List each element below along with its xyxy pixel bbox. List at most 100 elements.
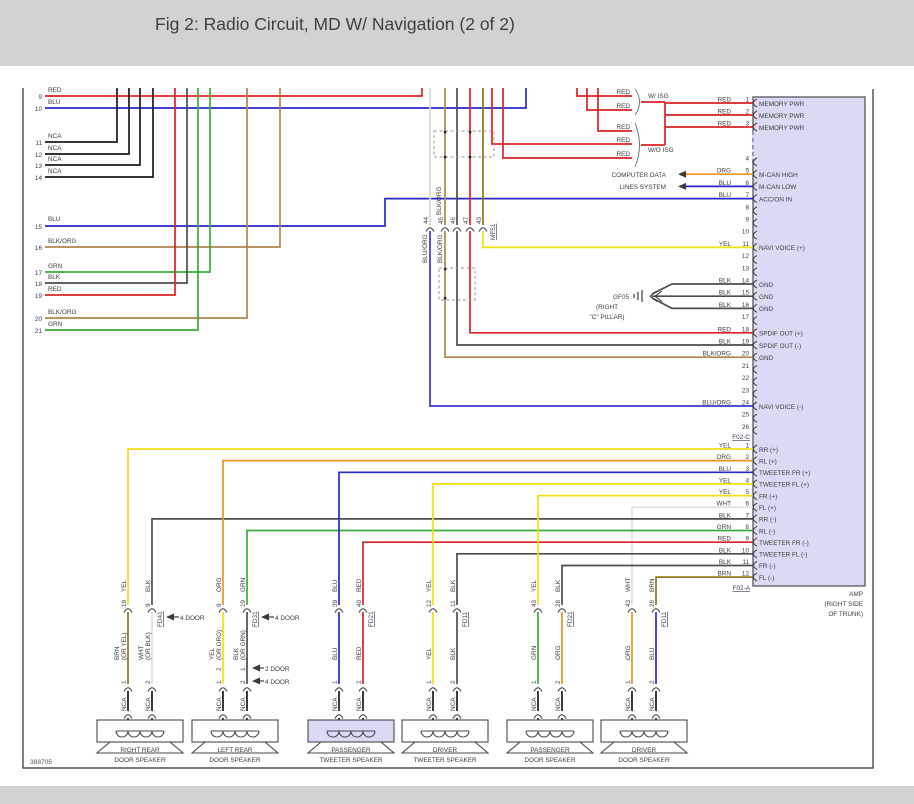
mf51-connector-id: MF51 xyxy=(490,223,497,240)
wire-gnd-blkorg xyxy=(444,231,753,359)
speaker-name: RIGHT REAR xyxy=(120,747,160,754)
amp-pin-function: RR (+) xyxy=(759,447,778,454)
left-pin-number: 17 xyxy=(35,270,43,277)
speaker-pin-number: 19 xyxy=(121,599,128,607)
speaker-mid-wire-label: (OR YEL) xyxy=(121,632,128,660)
speaker-connector-id: FD31 xyxy=(252,611,259,627)
amp-pin-number: 11 xyxy=(742,559,749,566)
wire-pin20-blkorg xyxy=(45,88,248,319)
speaker-pin-number: 40 xyxy=(356,599,363,607)
amp-pin-number: 10 xyxy=(742,229,750,236)
amp-pin-function: TWEETER FL (-) xyxy=(759,552,807,559)
speaker-pin-number: 39 xyxy=(332,599,339,607)
amp-wire-label: RED xyxy=(718,536,732,543)
speaker-top-wire-label: GRN xyxy=(240,577,247,592)
amp-pin-number: 14 xyxy=(742,278,750,285)
amp-pin-number: 12 xyxy=(742,253,750,260)
speaker-connector-id: FD21 xyxy=(368,611,375,627)
amp-pin-function: NAVI VOICE (-) xyxy=(759,404,803,411)
amp-wire-label: YEL xyxy=(719,241,732,248)
left-wire-label: BLK/ORG xyxy=(48,309,76,316)
arrow-left-icon xyxy=(252,677,260,685)
amp-wire-label: BRN xyxy=(718,571,732,578)
speaker-symbols xyxy=(95,719,689,754)
amp-pin-number: 12 xyxy=(742,571,750,578)
left-wire-label: RED xyxy=(48,87,62,94)
amp-pin-number: 24 xyxy=(742,400,750,407)
speaker-nca-label: NCA xyxy=(216,697,223,711)
amp-pin-number: 23 xyxy=(742,387,750,394)
mf51-wire-label-below-1: BLU/ORG xyxy=(422,234,429,263)
speaker-top-wire-label: BRN xyxy=(649,578,656,592)
amp-pin-function: TWEETER FR (+) xyxy=(759,470,810,477)
wire-fr-neg-blk xyxy=(561,564,753,605)
wire-isg-red-3 xyxy=(597,88,632,132)
isg-wire-label: RED xyxy=(617,151,631,158)
speaker-mid-wire-label: ORG xyxy=(625,645,632,660)
amp-pin-number: 11 xyxy=(742,241,749,248)
wire-isg-red-5 xyxy=(502,88,632,159)
wire-pin17-grn xyxy=(45,88,211,273)
amp-pin-function: FL (-) xyxy=(759,575,774,582)
amp-wire-label: BLK/ORG xyxy=(703,351,731,358)
speaker-nca-label: NCA xyxy=(121,697,128,711)
variant-note: 2 DOOR xyxy=(265,666,290,673)
speaker-coil xyxy=(525,730,575,738)
speaker-pin-number: 28 xyxy=(649,599,656,607)
amp-pin-number: 6 xyxy=(745,501,749,508)
amp-pin-number: 18 xyxy=(742,326,750,333)
amp-pin-number: 25 xyxy=(742,412,750,419)
wire-rl-neg-grn xyxy=(246,529,753,605)
header-band xyxy=(0,0,914,66)
wire-fr-pos-yel xyxy=(537,494,753,605)
speaker-name: TWEETER SPEAKER xyxy=(413,757,477,764)
speaker-nca-label: NCA xyxy=(426,697,433,711)
amp-pin-function: FR (-) xyxy=(759,563,776,570)
left-wire-label: GRN xyxy=(48,321,63,328)
speaker-top-wire-label: ORG xyxy=(216,577,223,592)
left-pin-number: 11 xyxy=(35,140,42,147)
amp-pin-number: 1 xyxy=(745,97,749,104)
amp-caption-2: (RIGHT SIDE xyxy=(824,601,863,608)
isg-wire-cluster xyxy=(491,88,753,168)
inline-connector-box-upper xyxy=(433,130,495,158)
left-pin-number: 21 xyxy=(35,328,43,335)
amp-pin-number: 3 xyxy=(745,121,749,128)
amp-pin-number: 7 xyxy=(745,192,749,199)
wire-spdif-neg-blk xyxy=(456,231,753,346)
isg-wire-label: RED xyxy=(617,89,631,96)
speaker-nca-label: NCA xyxy=(332,697,339,711)
arrow-left-icon xyxy=(252,664,260,672)
speaker-nca-label: NCA xyxy=(450,697,457,711)
wire-twfr-pos-blu xyxy=(338,471,753,605)
amp-wire-label: BLK xyxy=(719,302,732,309)
amp-pin-arcs-main xyxy=(752,157,758,435)
amp-pin-number: 20 xyxy=(742,351,750,358)
speaker-nca-label: NCA xyxy=(356,697,363,711)
speaker-name: DOOR SPEAKER xyxy=(618,757,670,764)
wire-navi-voice-pos-yel xyxy=(482,231,753,249)
left-pin-number: 13 xyxy=(35,163,43,170)
speaker-name: DRIVER xyxy=(433,747,458,754)
mf51-pin-number: 46 xyxy=(450,216,457,224)
variant-pin-number: 2 xyxy=(216,667,223,671)
amp-pin-number: 2 xyxy=(745,109,749,116)
wire-pin19-red xyxy=(45,88,176,296)
left-wire-label: BLU xyxy=(48,216,61,223)
speaker-mid-wire-label: (OR ORG) xyxy=(216,630,223,660)
amp-wire-label: BLK xyxy=(719,547,732,554)
amp-wire-label: ORG xyxy=(716,168,731,175)
amp-wire-label: WHT xyxy=(716,501,731,508)
speaker-nca-label: NCA xyxy=(555,697,562,711)
variant-pin-number: 1 xyxy=(216,680,223,684)
speaker-pin-number: 2 xyxy=(450,680,457,684)
speaker-pin-arcs xyxy=(123,608,661,719)
mf51-pin-arcs xyxy=(425,227,488,232)
amp-wire-label: GRN xyxy=(717,524,732,531)
gf05-location-1: (RIGHT xyxy=(596,304,618,311)
speaker-name: DOOR SPEAKER xyxy=(114,757,166,764)
speaker-top-wire-label: RED xyxy=(356,578,363,592)
amp-pin-number: 6 xyxy=(745,180,749,187)
wire-fl-pos-wht xyxy=(631,506,753,605)
amp-wire-label: RED xyxy=(718,326,732,333)
